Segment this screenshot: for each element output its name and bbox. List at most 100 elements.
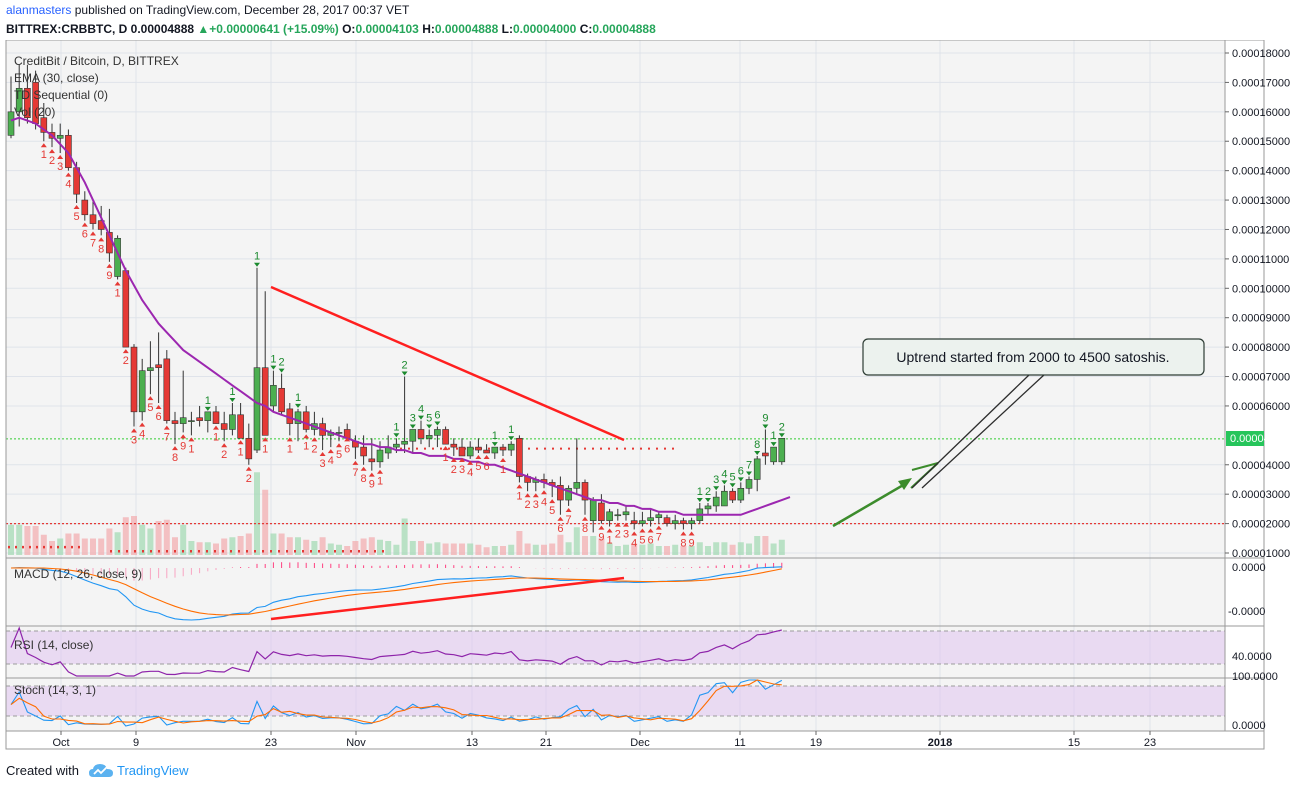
- tradingview-cloud-icon[interactable]: [88, 761, 114, 781]
- td-down-marker-11: [98, 237, 105, 242]
- rsi-tick-0: 40.0000: [1232, 651, 1272, 663]
- stoch-band: [6, 686, 1225, 716]
- price-tick-label-2: 0.00016000: [1232, 107, 1290, 119]
- td-down-marker-45: [377, 469, 383, 474]
- volume-bar-79: [655, 546, 662, 555]
- td-down-70: 8: [582, 523, 588, 535]
- td-down-marker-17: [147, 396, 154, 401]
- td-down-marker-18: [155, 405, 162, 409]
- volume-bar-78: [647, 543, 654, 555]
- chart-frame: [5, 40, 1265, 750]
- td-down-31: 1: [262, 443, 268, 455]
- td-up-59: 1: [492, 430, 498, 442]
- volume-bar-27: [229, 537, 236, 555]
- price-axis[interactable]: 0.00018000 0.00017000 0.00016000 0.00015000…: [1225, 48, 1290, 560]
- td-down-marker-29: [245, 466, 252, 471]
- symbol-line: BITTREX:CRBBTC, D 0.00004888 ▲+0.0000064…: [6, 22, 656, 36]
- macd-trendline[interactable]: [270, 576, 625, 621]
- td-up-marker-85: [705, 498, 711, 502]
- footer: Created with TradingView: [0, 756, 1300, 787]
- price-trendline[interactable]: [270, 285, 625, 442]
- td-up-52: 6: [434, 410, 440, 422]
- volume-bar-34: [286, 537, 293, 555]
- volume-bar-84: [696, 542, 703, 555]
- td-up-88: 5: [730, 471, 736, 483]
- candle-body-6: [56, 135, 64, 139]
- td-down-36: 1: [303, 440, 309, 452]
- volume-bar-52: [434, 542, 441, 555]
- close-value: 0.00004888: [592, 22, 656, 36]
- annotation-callout[interactable]: Uptrend started from 2000 to 4500 satosh…: [862, 338, 1205, 376]
- time-tick-label-8: 19: [810, 737, 822, 749]
- td-up-93: 1: [771, 430, 777, 442]
- volume-bar-83: [688, 546, 695, 555]
- volume-bar-35: [295, 537, 301, 555]
- candle-body-28: [237, 414, 244, 439]
- volume-bar-67: [557, 534, 564, 555]
- candle-body-81: [671, 520, 679, 524]
- macd-signal-line: [10, 567, 782, 616]
- candle-body-4: [40, 117, 48, 133]
- price-tick-label-0: 0.00018000: [1232, 48, 1290, 60]
- volume-bar-77: [639, 544, 646, 555]
- legend-title: CreditBit / Bitcoin, D, BITTREX: [14, 54, 179, 68]
- td-down-marker-68: [565, 507, 572, 512]
- candle-body-10: [89, 214, 97, 224]
- td-down-5: 2: [49, 155, 55, 167]
- volume-bar-46: [385, 541, 392, 555]
- td-down-marker-55: [459, 457, 465, 462]
- volume-bar-54: [450, 543, 457, 555]
- macd-legend: MACD (12, 26, close, 9): [14, 567, 142, 581]
- td-down-marker-7: [65, 172, 72, 177]
- tradingview-link[interactable]: TradingView: [117, 763, 189, 778]
- td-down-8: 5: [74, 211, 80, 223]
- rsi-band: [6, 631, 1225, 664]
- author-link[interactable]: alanmasters: [6, 3, 72, 17]
- publish-line: alanmasters published on TradingView.com…: [6, 3, 409, 17]
- td-down-marker-36: [303, 434, 310, 439]
- td-down-marker-5: [49, 149, 55, 154]
- price-tick-label-14: 0.00004000: [1232, 460, 1290, 472]
- price-tick-label-11: 0.00007000: [1232, 372, 1290, 384]
- candle-body-89: [737, 487, 745, 501]
- close-label: C:: [579, 22, 593, 36]
- time-tick-label-7: 11: [734, 737, 745, 749]
- stoch-tick-0: 100.0000: [1232, 671, 1278, 683]
- volume-bar-16: [139, 524, 146, 555]
- candle-body-92: [762, 452, 769, 457]
- candle-body-62: [516, 437, 523, 477]
- td-down-marker-9: [81, 222, 88, 227]
- td-down-41: 6: [344, 443, 350, 455]
- td-down-4: 1: [41, 149, 47, 161]
- td-down-34: 1: [287, 443, 293, 455]
- candle-body-44: [368, 458, 376, 463]
- time-axis[interactable]: Oct 9 23 Nov 13 21 Dec 11 19 2018 15 23: [52, 731, 1156, 749]
- candle-body-24: [204, 411, 212, 421]
- price-tick-label-6: 0.00012000: [1232, 224, 1290, 236]
- td-down-28: 1: [238, 446, 244, 458]
- candle-body-9: [81, 199, 89, 216]
- candle-body-57: [475, 446, 482, 451]
- volume-bar-37: [311, 541, 318, 555]
- td-down-54: 2: [451, 464, 457, 476]
- callout-box: [862, 338, 1205, 376]
- volume-bar-64: [532, 544, 539, 555]
- volume-bar-76: [631, 543, 638, 555]
- volume-bar-62: [516, 531, 523, 555]
- td-down-44: 9: [369, 479, 375, 491]
- price-tick-label-1: 0.00017000: [1232, 77, 1290, 89]
- volume-bar-88: [729, 544, 736, 555]
- volume-bar-1: [16, 524, 23, 555]
- td-up-marker-32: [270, 365, 277, 370]
- td-down-marker-4: [40, 143, 47, 148]
- td-down-79: 7: [656, 532, 662, 544]
- candle-body-7: [65, 135, 72, 169]
- td-down-marker-65: [541, 490, 547, 495]
- td-down-56: 4: [467, 467, 473, 479]
- candle-body-58: [483, 449, 490, 454]
- candle-body-80: [663, 517, 671, 524]
- td-down-marker-8: [73, 205, 80, 209]
- td-down-marker-67: [557, 516, 564, 521]
- candle-body-54: [450, 443, 458, 448]
